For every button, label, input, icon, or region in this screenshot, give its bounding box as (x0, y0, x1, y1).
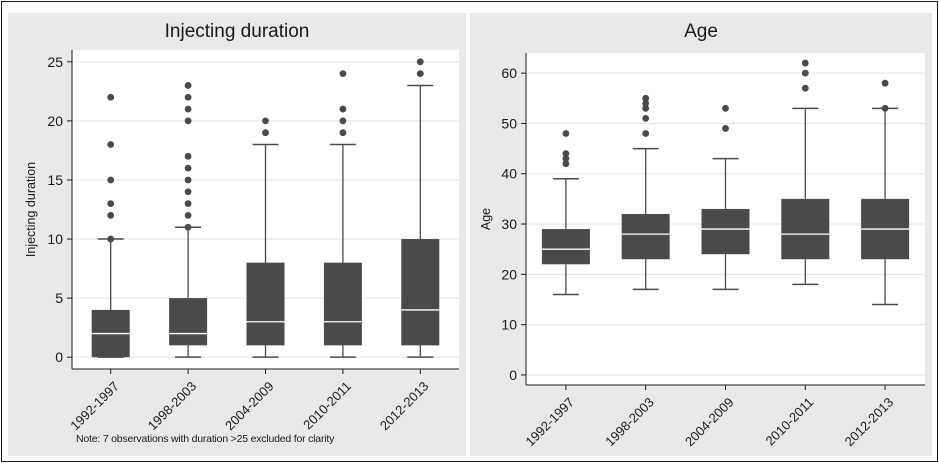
x-tick-label: 2012-2013 (842, 395, 897, 450)
outlier-point (562, 150, 570, 158)
y-tick-label: 20 (47, 113, 63, 129)
outlier-point (107, 93, 115, 101)
outlier-point (184, 176, 192, 184)
y-tick-label: 20 (501, 266, 517, 282)
y-tick-label: 10 (501, 317, 517, 333)
outlier-point (339, 70, 347, 78)
box-iqr (621, 213, 670, 260)
outlier-point (642, 130, 650, 137)
chart-title: Age (684, 21, 718, 42)
y-tick-label: 50 (501, 115, 517, 131)
outlier-point (881, 104, 889, 112)
y-tick-label: 5 (55, 290, 63, 306)
x-tick-label: 2004-2009 (222, 379, 277, 434)
chart-svg: 0 10 20 30 40 50 60 Age 1992-1997 1998-2003 2004-2… (479, 53, 925, 450)
outlier-point (722, 125, 729, 132)
outlier-point (722, 104, 729, 112)
chart-note: Note: 7 observations with duration >25 e… (76, 433, 335, 445)
outlier-point (184, 188, 192, 196)
outlier-point (262, 129, 269, 137)
outlier-point (184, 212, 192, 219)
outlier-point (184, 164, 192, 172)
y-tick-label: 15 (47, 172, 63, 188)
outlier-point (184, 200, 192, 207)
outlier-point (642, 99, 650, 107)
box-iqr (541, 229, 590, 265)
chart-title: Injecting duration (164, 21, 310, 42)
outlier-point (801, 69, 809, 77)
x-tick-label: 1992-1997 (67, 379, 122, 434)
box-iqr (401, 239, 440, 346)
y-tick-label: 60 (501, 65, 517, 81)
outlier-point (881, 79, 889, 87)
outlier-point (107, 141, 115, 148)
x-tick-label: 1998-2003 (602, 395, 657, 450)
outlier-point (642, 94, 650, 102)
outlier-point (184, 117, 192, 125)
outlier-point (339, 117, 347, 125)
y-axis-label: Injecting duration (24, 162, 38, 257)
box-iqr (781, 198, 830, 260)
chart-panel-age: Age 0 10 20 30 40 50 60 Age 1992-1997 1998-2003 20… (470, 13, 932, 456)
outlier-point (184, 82, 192, 89)
y-tick-label: 40 (501, 166, 517, 182)
y-tick-label: 10 (47, 231, 63, 247)
y-axis-label: Age (479, 208, 493, 230)
x-tick-label: 2010-2011 (300, 379, 354, 433)
outlier-point (562, 160, 570, 168)
outlier-point (107, 176, 115, 184)
x-tick-label: 2012-2013 (377, 379, 432, 434)
outlier-point (184, 152, 192, 160)
outlier-point (107, 235, 115, 243)
y-tick-label: 25 (47, 54, 63, 70)
outlier-point (642, 104, 650, 112)
outlier-point (184, 223, 192, 231)
box-iqr (323, 262, 362, 346)
outlier-point (416, 70, 424, 78)
chart-svg: 0 5 10 15 20 25 Injecting duration 1992-1997 199… (24, 50, 459, 434)
x-tick-label: 2010-2011 (763, 395, 817, 449)
y-tick-label: 0 (55, 349, 63, 365)
x-tick-label: 2004-2009 (682, 395, 737, 450)
outlier-point (642, 114, 650, 122)
outlier-point (801, 84, 809, 92)
outlier-point (416, 58, 424, 66)
outlier-point (562, 155, 570, 163)
outlier-point (184, 105, 192, 113)
outlier-point (262, 117, 269, 125)
box-iqr (701, 208, 750, 255)
outlier-point (339, 129, 347, 137)
x-tick-label: 1998-2003 (145, 379, 200, 434)
outlier-point (107, 212, 115, 219)
outlier-point (801, 59, 809, 67)
box-iqr (169, 298, 208, 346)
outlier-point (107, 200, 115, 207)
box-iqr (246, 262, 285, 346)
chart-panel-injecting-duration: Injecting duration 0 5 10 15 20 25 Injecting d… (8, 13, 466, 456)
outlier-point (339, 105, 347, 113)
y-tick-label: 0 (509, 367, 517, 383)
outlier-point (184, 93, 192, 101)
outlier-point (562, 130, 570, 137)
x-tick-label: 1992-1997 (522, 395, 577, 450)
y-tick-label: 30 (501, 216, 517, 232)
